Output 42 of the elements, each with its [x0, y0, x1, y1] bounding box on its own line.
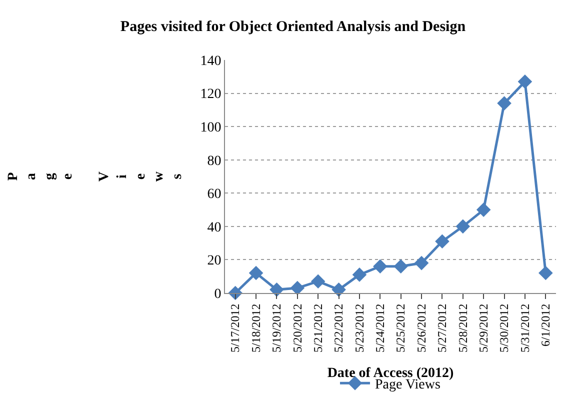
chart-title: Pages visited for Object Oriented Analysis and Design — [120, 19, 466, 36]
y-tick-label: 20 — [207, 254, 222, 269]
x-tick-label: 5/24/2012 — [373, 304, 388, 352]
y-tick-label: 40 — [207, 220, 222, 236]
y-tick-label: 80 — [207, 154, 222, 169]
x-tick-label: 5/31/2012 — [518, 304, 532, 352]
x-tick-label: 5/26/2012 — [414, 304, 428, 352]
point — [373, 259, 388, 274]
x-tick-label: 5/27/2012 — [435, 304, 450, 352]
legend-label: Page Views — [375, 378, 440, 393]
point — [248, 266, 264, 280]
y-tick-label: 0 — [214, 286, 222, 302]
x-tick-label: 5/19/2012 — [270, 304, 284, 352]
x-tick-label: 6/1/2012 — [538, 304, 553, 346]
point — [538, 266, 553, 280]
point — [394, 259, 408, 274]
y-tick-label: 100 — [200, 120, 222, 136]
point — [270, 282, 284, 297]
point — [290, 280, 305, 296]
y-tick-label: 140 — [200, 54, 222, 69]
point — [352, 268, 367, 282]
x-tick-label: 5/18/2012 — [248, 304, 263, 352]
x-tick-label: 5/23/2012 — [352, 304, 366, 352]
point — [456, 219, 470, 234]
x-tick-label: 5/28/2012 — [456, 304, 470, 352]
point — [332, 282, 346, 297]
x-tick-label: 5/22/2012 — [332, 304, 346, 352]
point — [435, 234, 450, 249]
x-tick-label: 5/25/2012 — [394, 304, 408, 352]
point — [518, 74, 532, 89]
x-tick-label: 5/21/2012 — [310, 304, 325, 352]
point — [497, 96, 512, 110]
x-tick-label: 5/30/2012 — [497, 304, 512, 352]
y-tick-label: 60 — [207, 187, 222, 202]
point — [310, 274, 326, 288]
point — [414, 256, 429, 270]
x-tick-label: 5/17/2012 — [228, 304, 242, 352]
y-tick-label: 120 — [200, 87, 222, 102]
text: Page Views — [6, 171, 185, 182]
x-tick-label: 5/20/2012 — [290, 304, 304, 352]
point — [476, 202, 491, 217]
x-tick-label: 5/29/2012 — [476, 304, 490, 352]
